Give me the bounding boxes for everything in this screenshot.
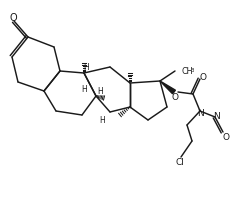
- Text: O: O: [9, 13, 17, 23]
- Text: CH: CH: [181, 67, 193, 76]
- Text: O: O: [222, 132, 228, 141]
- Text: N: N: [197, 109, 203, 118]
- Text: H: H: [99, 116, 104, 125]
- Text: Cl: Cl: [175, 158, 184, 167]
- Text: H: H: [97, 86, 102, 95]
- Text: H: H: [83, 62, 88, 71]
- Polygon shape: [159, 82, 175, 94]
- Text: O: O: [199, 72, 206, 81]
- Text: N: N: [213, 112, 220, 121]
- Text: 3: 3: [190, 67, 194, 72]
- Text: H: H: [81, 85, 86, 94]
- Text: O: O: [171, 93, 178, 102]
